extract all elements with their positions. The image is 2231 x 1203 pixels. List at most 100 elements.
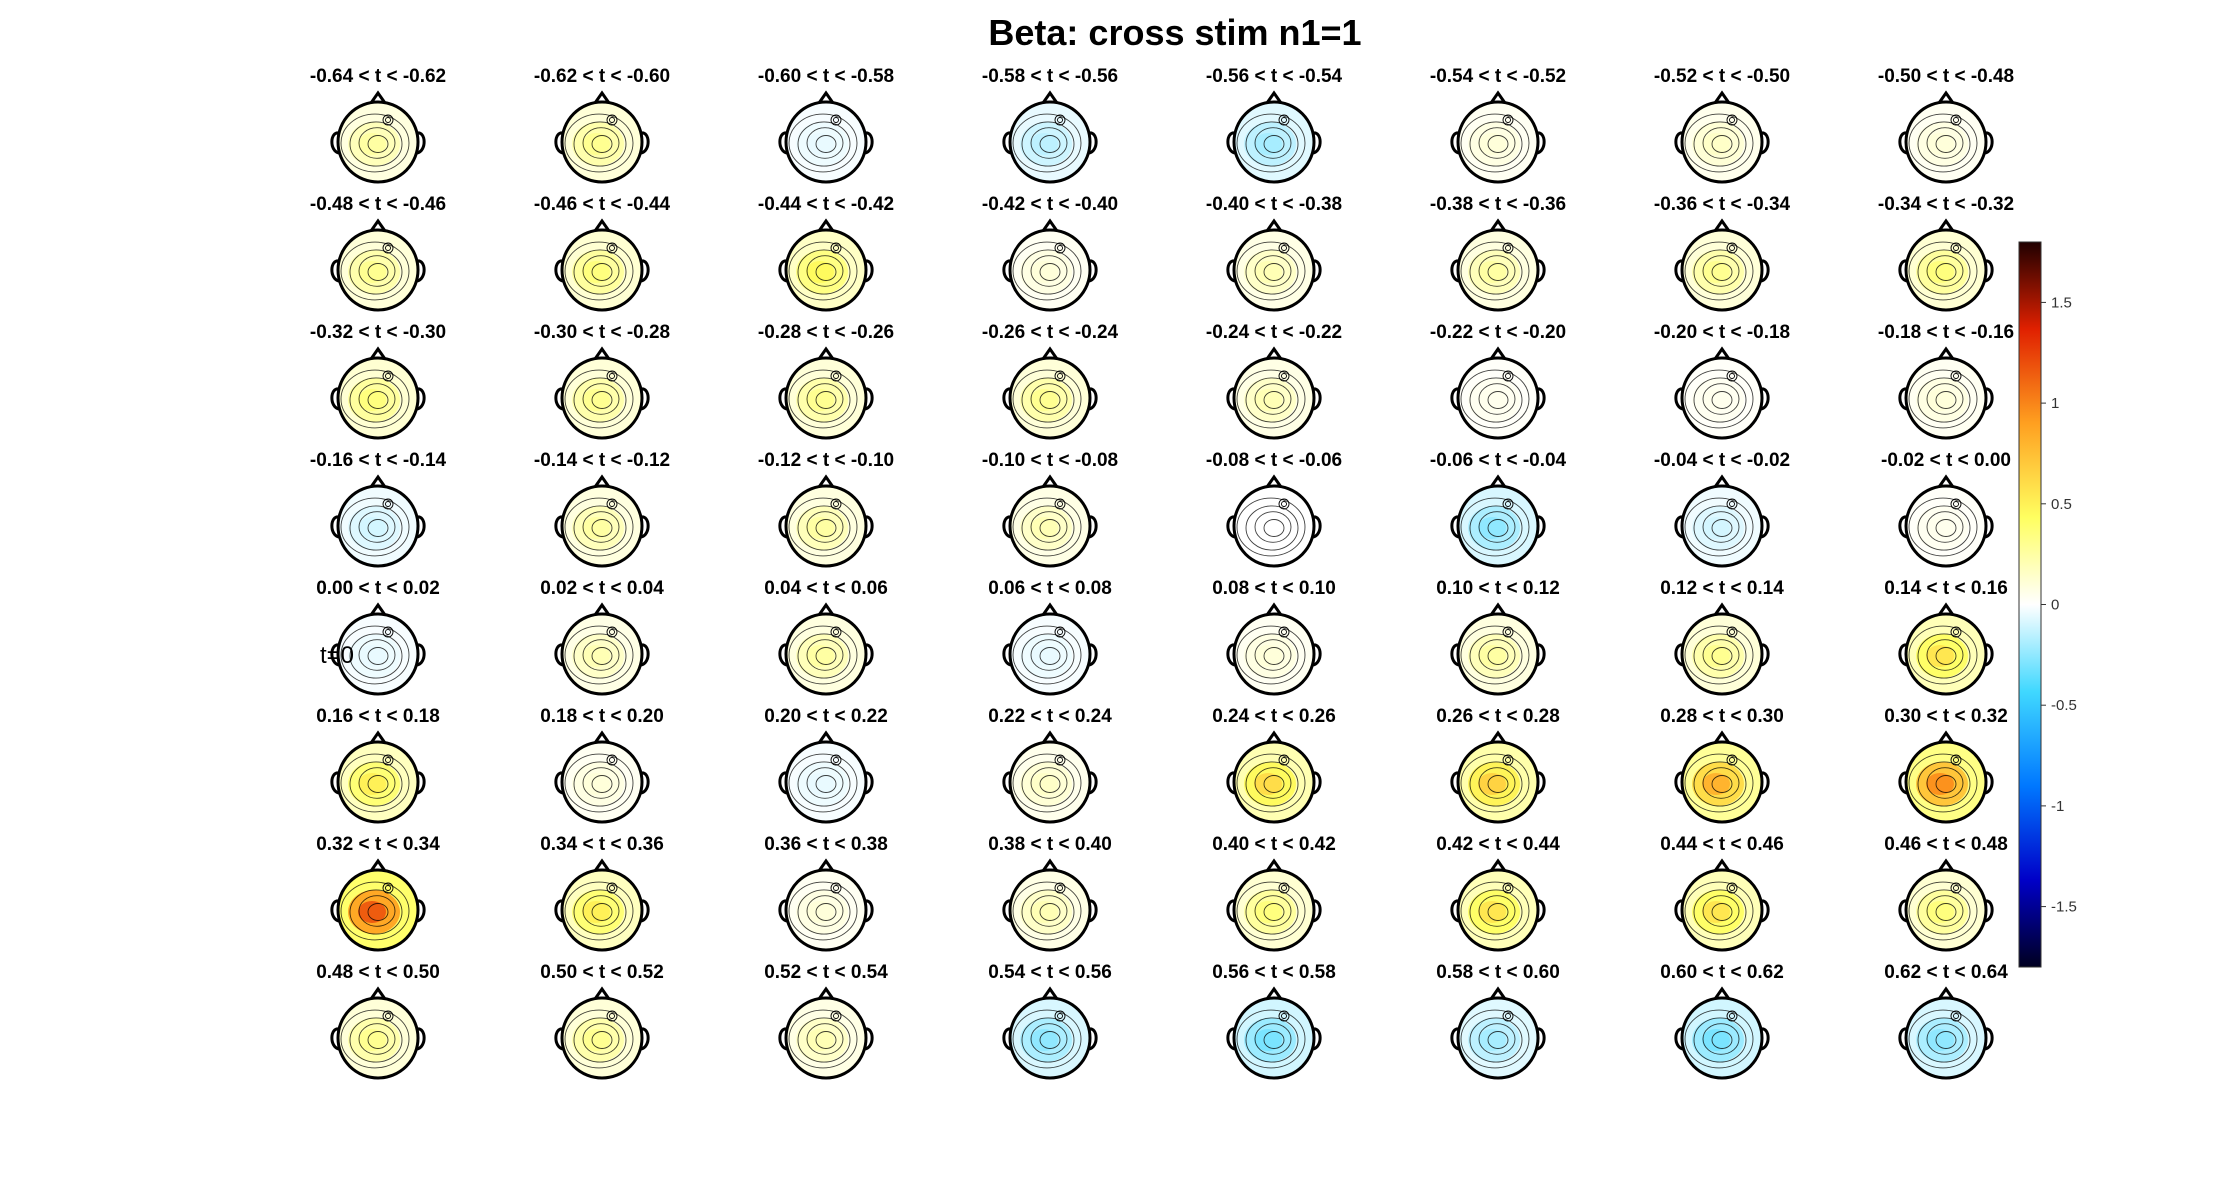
right-ear xyxy=(416,771,426,795)
scalp-map xyxy=(1002,218,1098,312)
nose xyxy=(369,858,387,872)
left-ear xyxy=(330,771,340,795)
nose xyxy=(1937,218,1955,232)
topoplot-panel: 0.00 < t < 0.02 t=0 xyxy=(316,578,440,696)
topoplot-panel: -0.10 < t < -0.08 xyxy=(982,450,1118,568)
topoplot-panel: -0.40 < t < -0.38 xyxy=(1206,194,1342,312)
topoplot-panel: 0.56 < t < 0.58 xyxy=(1212,962,1336,1080)
contour-line xyxy=(609,757,615,763)
panel-time-label: -0.28 < t < -0.26 xyxy=(758,322,894,343)
nose xyxy=(1713,730,1731,744)
nose xyxy=(1489,858,1507,872)
head-outline xyxy=(336,356,420,440)
left-ear xyxy=(1898,771,1908,795)
contour-line xyxy=(1693,761,1747,807)
left-ear xyxy=(1226,771,1236,795)
contour-line xyxy=(806,767,844,799)
contour-line xyxy=(582,127,620,159)
contour-line xyxy=(1278,882,1290,894)
right-ear xyxy=(1536,259,1546,283)
contour-line xyxy=(1711,647,1733,665)
contour-line xyxy=(591,391,613,409)
contour-line xyxy=(1039,519,1061,537)
contour-line xyxy=(1021,633,1075,679)
head-outline xyxy=(1232,612,1316,696)
head-outline xyxy=(784,612,868,696)
contour-line xyxy=(1729,501,1735,507)
contour-line xyxy=(1908,369,1978,429)
panel-time-label: -0.04 < t < -0.02 xyxy=(1654,450,1790,471)
contour-line xyxy=(1039,391,1061,409)
scalp-map xyxy=(1898,218,1994,312)
head-outline xyxy=(1008,100,1092,184)
contour-line xyxy=(1726,498,1738,510)
topoplot-panel: 0.58 < t < 0.60 xyxy=(1436,962,1560,1080)
contour-line xyxy=(1726,114,1738,126)
panel-time-label: -0.50 < t < -0.48 xyxy=(1878,66,2014,87)
contour-line xyxy=(1908,881,1978,941)
right-ear xyxy=(1088,131,1098,155)
contour-line xyxy=(1711,903,1733,921)
nose xyxy=(593,986,611,1000)
contour-line xyxy=(1726,242,1738,254)
contour-line xyxy=(1917,761,1971,807)
scalp-map xyxy=(1226,474,1322,568)
contour-line xyxy=(1021,761,1075,807)
map-peak xyxy=(1926,645,1954,667)
contour-line xyxy=(788,113,858,173)
topoplot-panel: 0.34 < t < 0.36 xyxy=(540,834,664,952)
contour-line xyxy=(1030,895,1068,927)
contour-line xyxy=(830,754,842,766)
contour-line xyxy=(564,625,634,685)
nose xyxy=(817,986,835,1000)
left-ear xyxy=(778,1027,788,1051)
scalp-map xyxy=(1898,90,1994,184)
left-ear xyxy=(778,131,788,155)
contour-line xyxy=(797,889,851,935)
head-outline xyxy=(1456,612,1540,696)
left-ear xyxy=(1674,131,1684,155)
scalp-map xyxy=(1674,474,1770,568)
head-outline xyxy=(1456,100,1540,184)
left-ear xyxy=(1898,1027,1908,1051)
scalp-map xyxy=(554,986,650,1080)
right-ear xyxy=(1312,1027,1322,1051)
contour-line xyxy=(1711,1031,1733,1049)
contour-line xyxy=(830,626,842,638)
contour-line xyxy=(1460,369,1530,429)
topoplot-panel: -0.04 < t < -0.02 xyxy=(1654,450,1790,568)
right-ear xyxy=(864,387,874,411)
contour-line xyxy=(1953,501,1959,507)
contour-line xyxy=(1469,249,1523,295)
panel-time-label: -0.10 < t < -0.08 xyxy=(982,450,1118,471)
scalp-map xyxy=(330,730,426,824)
left-ear xyxy=(554,1027,564,1051)
contour-line xyxy=(609,1013,615,1019)
contour-line xyxy=(582,1023,620,1055)
nose xyxy=(1713,858,1731,872)
contour-line xyxy=(1950,242,1962,254)
nose xyxy=(1489,730,1507,744)
contour-line xyxy=(358,383,396,415)
left-ear xyxy=(778,515,788,539)
contour-line xyxy=(1460,753,1530,813)
contour-line xyxy=(1054,1010,1066,1022)
contour-line xyxy=(564,497,634,557)
head-outline xyxy=(1904,484,1988,568)
topoplot-panel: -0.38 < t < -0.36 xyxy=(1430,194,1566,312)
panel-time-label: -0.64 < t < -0.62 xyxy=(310,66,446,87)
map-peak xyxy=(1926,133,1954,155)
contour-line xyxy=(1935,1031,1957,1049)
panel-time-label: 0.10 < t < 0.12 xyxy=(1436,578,1560,599)
head-outline xyxy=(560,484,644,568)
panel-time-label: 0.14 < t < 0.16 xyxy=(1884,578,2008,599)
head-outline xyxy=(1904,868,1988,952)
panel-time-label: -0.46 < t < -0.44 xyxy=(534,194,671,215)
nose xyxy=(369,90,387,104)
contour-line xyxy=(1693,633,1747,679)
map-peak xyxy=(806,133,834,155)
map-peak xyxy=(582,389,610,411)
panel-time-label: -0.52 < t < -0.50 xyxy=(1654,66,1790,87)
panel-time-label: 0.44 < t < 0.46 xyxy=(1660,834,1784,855)
contour-line xyxy=(1917,377,1971,423)
